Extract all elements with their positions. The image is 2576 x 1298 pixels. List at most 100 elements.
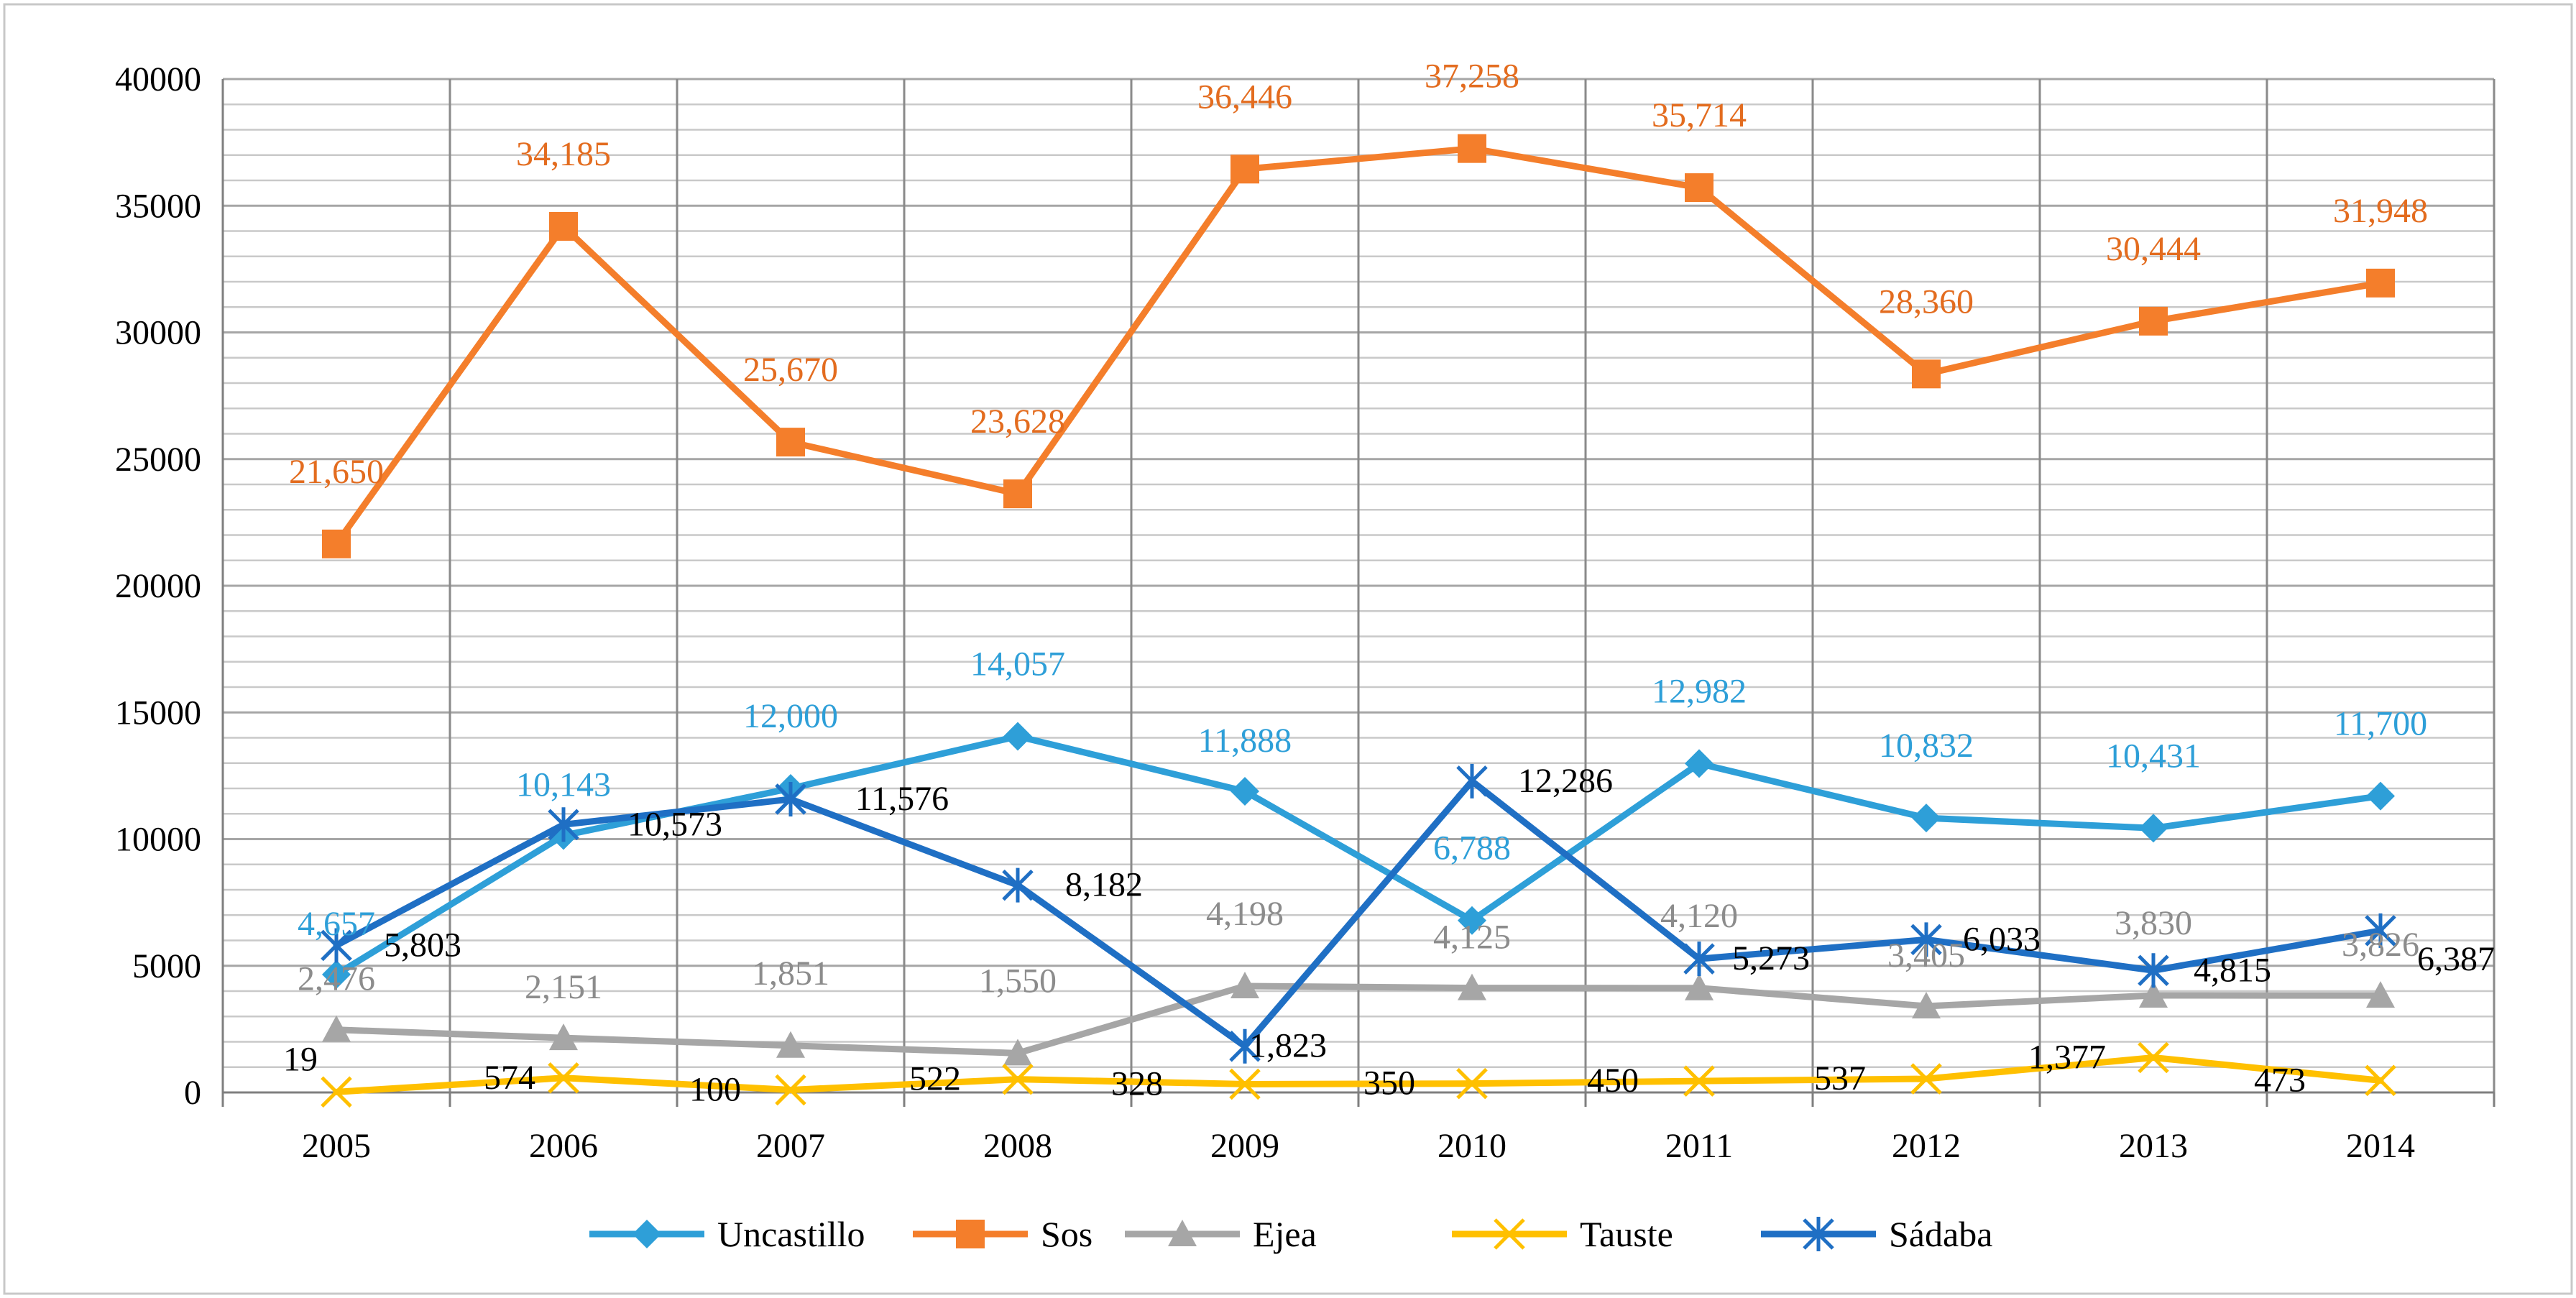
data-label: 4,120 xyxy=(1660,897,1738,935)
data-label: 1,377 xyxy=(2028,1038,2106,1076)
data-label: 522 xyxy=(909,1060,961,1098)
data-label: 574 xyxy=(484,1059,535,1097)
x-tick-label: 2013 xyxy=(2119,1127,2188,1165)
x-tick-label: 2006 xyxy=(529,1127,598,1165)
series-sos xyxy=(322,134,2395,558)
data-label: 537 xyxy=(1814,1059,1866,1097)
data-label: 36,446 xyxy=(1197,78,1292,116)
series-line xyxy=(333,1054,2384,1095)
data-label: 11,576 xyxy=(855,780,949,818)
data-label: 5,273 xyxy=(1732,939,1810,977)
data-point xyxy=(2366,781,2395,811)
data-labels: 4,657 10,143 12,000 14,057 11,888 6,788 12,982… xyxy=(283,57,2495,1109)
data-point xyxy=(775,781,806,816)
data-label: 37,258 xyxy=(1425,57,1519,96)
data-point xyxy=(1456,1067,1488,1100)
data-label: 23,628 xyxy=(970,402,1065,441)
data-point xyxy=(322,529,351,558)
data-point xyxy=(1685,749,1714,778)
data-point xyxy=(1230,972,1259,999)
data-point xyxy=(1230,776,1259,806)
data-point xyxy=(549,1023,578,1051)
data-label: 19 xyxy=(283,1040,318,1078)
data-point xyxy=(2139,814,2168,843)
data-point xyxy=(1685,173,1714,203)
data-point xyxy=(1003,722,1032,751)
data-label: 1,851 xyxy=(752,954,829,993)
data-point xyxy=(1683,942,1715,977)
data-label: 100 xyxy=(689,1070,741,1108)
data-label: 8,182 xyxy=(1065,866,1143,904)
data-label: 1,550 xyxy=(979,962,1057,1000)
y-tick-label: 10000 xyxy=(115,821,201,859)
data-point xyxy=(775,1074,806,1106)
legend-label: Uncastillo xyxy=(717,1214,865,1254)
data-point xyxy=(776,1031,805,1058)
series-tauste xyxy=(321,1041,2396,1108)
data-point xyxy=(1912,804,1941,833)
data-point xyxy=(1910,1063,1942,1095)
data-label: 473 xyxy=(2254,1061,2306,1099)
data-point xyxy=(1229,1068,1261,1100)
data-label: 12,286 xyxy=(1518,762,1613,800)
data-point xyxy=(548,1062,579,1094)
series-sádaba xyxy=(321,763,2396,1064)
series-ejea xyxy=(322,972,2395,1066)
data-label: 28,360 xyxy=(1879,282,1974,321)
data-label: 3,830 xyxy=(2115,904,2192,942)
data-point xyxy=(321,928,352,963)
data-label: 328 xyxy=(1111,1064,1163,1103)
data-point xyxy=(322,1015,351,1042)
data-point xyxy=(1229,1028,1261,1064)
legend-item-sos: Sos xyxy=(913,1214,1092,1254)
series-line xyxy=(333,145,2384,548)
data-label: 11,700 xyxy=(2334,705,2427,743)
y-tick-label: 40000 xyxy=(115,60,201,98)
data-label: 10,573 xyxy=(627,805,722,843)
data-point xyxy=(1002,867,1034,903)
y-tick-label: 15000 xyxy=(115,694,201,732)
data-point xyxy=(2138,953,2169,988)
data-point xyxy=(321,1076,352,1108)
x-tick-label: 2008 xyxy=(983,1127,1052,1165)
data-label: 12,000 xyxy=(743,697,838,735)
data-label: 10,431 xyxy=(2106,737,2201,775)
axes: 0 5000 10000 15000 20000 25000 30000 35000 40000… xyxy=(115,60,2496,1165)
data-label: 1,823 xyxy=(1249,1027,1327,1065)
data-label: 10,143 xyxy=(516,765,611,804)
data-label: 2,476 xyxy=(298,960,375,998)
legend-item-tauste: Tauste xyxy=(1452,1214,1673,1254)
y-tick-label: 30000 xyxy=(115,314,201,352)
data-label: 10,832 xyxy=(1879,727,1974,765)
data-point xyxy=(2365,913,2396,948)
y-tick-label: 0 xyxy=(184,1074,201,1112)
data-point xyxy=(1002,1063,1034,1095)
data-point xyxy=(1003,479,1032,509)
data-point xyxy=(776,428,805,457)
data-label: 3,405 xyxy=(1887,936,1965,975)
data-label: 25,670 xyxy=(743,351,838,389)
data-label: 14,057 xyxy=(970,645,1065,683)
x-tick-label: 2005 xyxy=(302,1127,371,1165)
data-label: 2,151 xyxy=(525,968,602,1006)
data-point xyxy=(2138,1041,2169,1074)
data-label: 5,803 xyxy=(384,926,461,964)
x-tick-label: 2011 xyxy=(1665,1127,1733,1165)
data-point xyxy=(1685,973,1714,1000)
data-point xyxy=(2366,268,2395,298)
data-label: 4,198 xyxy=(1206,895,1284,933)
legend-item-ejea: Ejea xyxy=(1125,1214,1317,1254)
data-label: 35,714 xyxy=(1652,96,1747,134)
data-point xyxy=(1456,763,1488,798)
data-point xyxy=(2139,306,2168,336)
legend-marker xyxy=(1168,1220,1197,1246)
y-tick-label: 25000 xyxy=(115,441,201,479)
data-point xyxy=(2365,1064,2396,1097)
series-line xyxy=(333,982,2384,1057)
data-label: 350 xyxy=(1363,1064,1415,1103)
data-label: 12,982 xyxy=(1652,672,1747,710)
data-point xyxy=(1458,973,1486,1000)
grid xyxy=(221,78,2496,1094)
data-label: 6,387 xyxy=(2417,940,2495,978)
data-point xyxy=(1003,1039,1032,1066)
